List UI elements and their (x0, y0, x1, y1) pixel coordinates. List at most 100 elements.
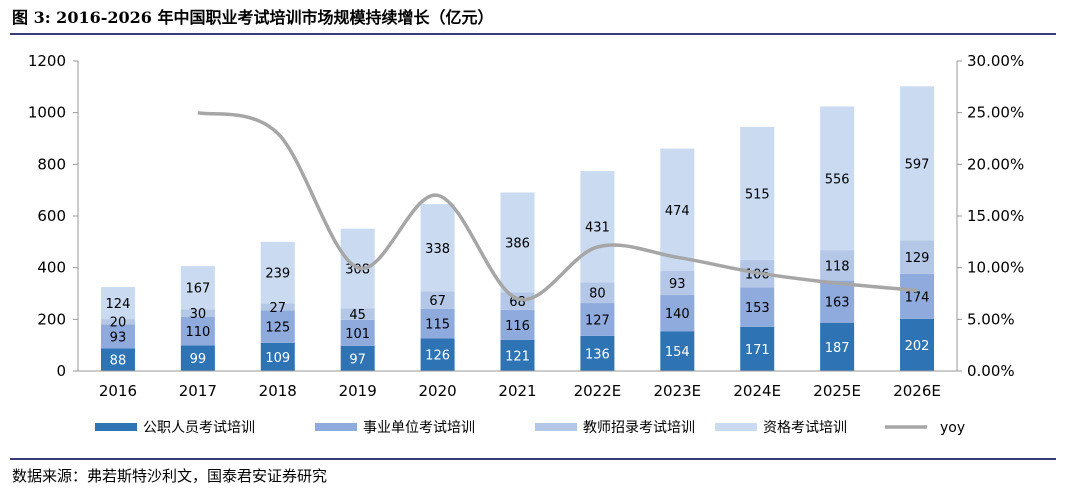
bar-segment (420, 338, 455, 371)
bar-value-label: 124 (106, 297, 131, 312)
bar-value-label: 88 (110, 354, 127, 369)
y-right-tick-label: 20.00% (967, 155, 1024, 173)
bar-value-label: 116 (505, 319, 530, 334)
bar-value-label: 163 (825, 296, 850, 311)
bar-value-label: 474 (665, 204, 690, 219)
y-left-tick-label: 400 (37, 259, 66, 277)
bar-value-label: 121 (505, 349, 530, 364)
bar-segment (900, 240, 935, 274)
bar-segment (740, 326, 775, 371)
x-tick-label: 2019 (339, 382, 377, 400)
y-left-tick-label: 1000 (28, 104, 66, 122)
bar-segment (740, 126, 775, 260)
bar-segment (100, 287, 135, 320)
bar-value-label: 239 (265, 267, 290, 282)
bar-segment (900, 318, 935, 371)
bar-value-label: 110 (185, 325, 210, 340)
bar-value-label: 154 (665, 345, 690, 360)
bar-segment (100, 319, 135, 325)
bar-value-label: 597 (905, 157, 930, 172)
legend-swatch (315, 423, 357, 431)
bar-segment (260, 342, 295, 371)
bar-value-label: 167 (185, 282, 210, 297)
y-left-tick-label: 200 (37, 310, 66, 328)
figure-title: 图 3: 2016-2026 年中国职业考试培训市场规模持续增长（亿元） (12, 8, 494, 27)
bar-segment (900, 86, 935, 241)
legend: 公职人员考试培训 事业单位考试培训 教师招录考试培训 资格考试培训 yoy (95, 420, 965, 436)
y-right-tick-label: 25.00% (967, 104, 1024, 122)
y-right-tick-label: 15.00% (967, 207, 1024, 225)
x-tick-label: 2020 (418, 382, 456, 400)
y-left-tick-label: 600 (37, 207, 66, 225)
bar-value-label: 118 (825, 259, 850, 274)
bar-segment (500, 192, 535, 293)
bar-value-label: 129 (905, 251, 930, 266)
data-source: 数据来源：弗若斯特沙利文，国泰君安证券研究 (12, 467, 328, 485)
bar-segment (420, 291, 455, 309)
bar-value-label: 45 (349, 308, 366, 323)
bar-value-label: 338 (425, 242, 450, 257)
x-tick-label: 2026E (893, 382, 941, 400)
bar-segment (580, 282, 615, 304)
bar-segment (340, 345, 375, 371)
x-tick-label: 2022E (574, 382, 622, 400)
bar-segment (500, 309, 535, 340)
bar-value-label: 127 (585, 313, 610, 328)
x-tick-label: 2025E (813, 382, 861, 400)
bar-segment (580, 335, 615, 371)
bar-segment (740, 287, 775, 327)
bar-group (100, 86, 935, 371)
bar-segment (820, 280, 855, 323)
bar-value-label: 187 (825, 341, 850, 356)
bar-value-label: 115 (425, 318, 450, 333)
source-rule (10, 458, 1056, 460)
bar-value-label: 27 (269, 301, 286, 316)
bar-segment (180, 317, 215, 346)
bar-segment (820, 106, 855, 251)
bar-value-label: 202 (905, 339, 930, 354)
bar-segment (340, 308, 375, 320)
y-right-tick-label: 5.00% (967, 310, 1015, 328)
bar-value-label: 174 (905, 290, 930, 305)
bar-value-label: 80 (589, 287, 606, 302)
title-rule (10, 33, 1056, 35)
bar-value-label: 99 (190, 352, 207, 367)
bar-segment (180, 345, 215, 371)
bar-segment (180, 266, 215, 310)
bar-segment (260, 310, 295, 343)
bar-value-label: 308 (345, 262, 370, 277)
x-tick-label: 2018 (259, 382, 297, 400)
bar-value-label: 136 (585, 347, 610, 362)
y-right-tick-label: 10.00% (967, 259, 1024, 277)
legend-swatch (535, 423, 577, 431)
y-left-tick-label: 800 (37, 155, 66, 173)
bar-segment (260, 303, 295, 311)
x-tick-label: 2021 (498, 382, 536, 400)
bar-segment (500, 339, 535, 371)
bar-segment (660, 295, 695, 332)
legend-swatch (715, 423, 757, 431)
legend-label: yoy (940, 420, 965, 436)
bar-value-label: 386 (505, 236, 530, 251)
bar-segment (820, 322, 855, 371)
bar-value-label: 515 (745, 187, 770, 202)
bar-segment (420, 308, 455, 339)
bar-segment (100, 348, 135, 371)
bar-segment (500, 292, 535, 310)
bar-value-label: 140 (665, 307, 690, 322)
bar-value-label: 109 (265, 351, 290, 366)
bar-value-label: 20 (110, 316, 127, 331)
bar-segment (660, 148, 695, 272)
yoy-line (197, 110, 918, 302)
y-left-tick-label: 1200 (28, 52, 66, 70)
bar-value-label: 30 (190, 307, 207, 322)
legend-label: 公职人员考试培训 (143, 420, 255, 436)
x-tick-label: 2016 (99, 382, 137, 400)
bar-value-label: 93 (110, 330, 127, 345)
bar-segment (420, 204, 455, 292)
bar-segment (580, 303, 615, 336)
legend-label: 教师招录考试培训 (583, 420, 695, 436)
bar-value-label: 171 (745, 343, 770, 358)
bar-value-label: 126 (425, 349, 450, 364)
